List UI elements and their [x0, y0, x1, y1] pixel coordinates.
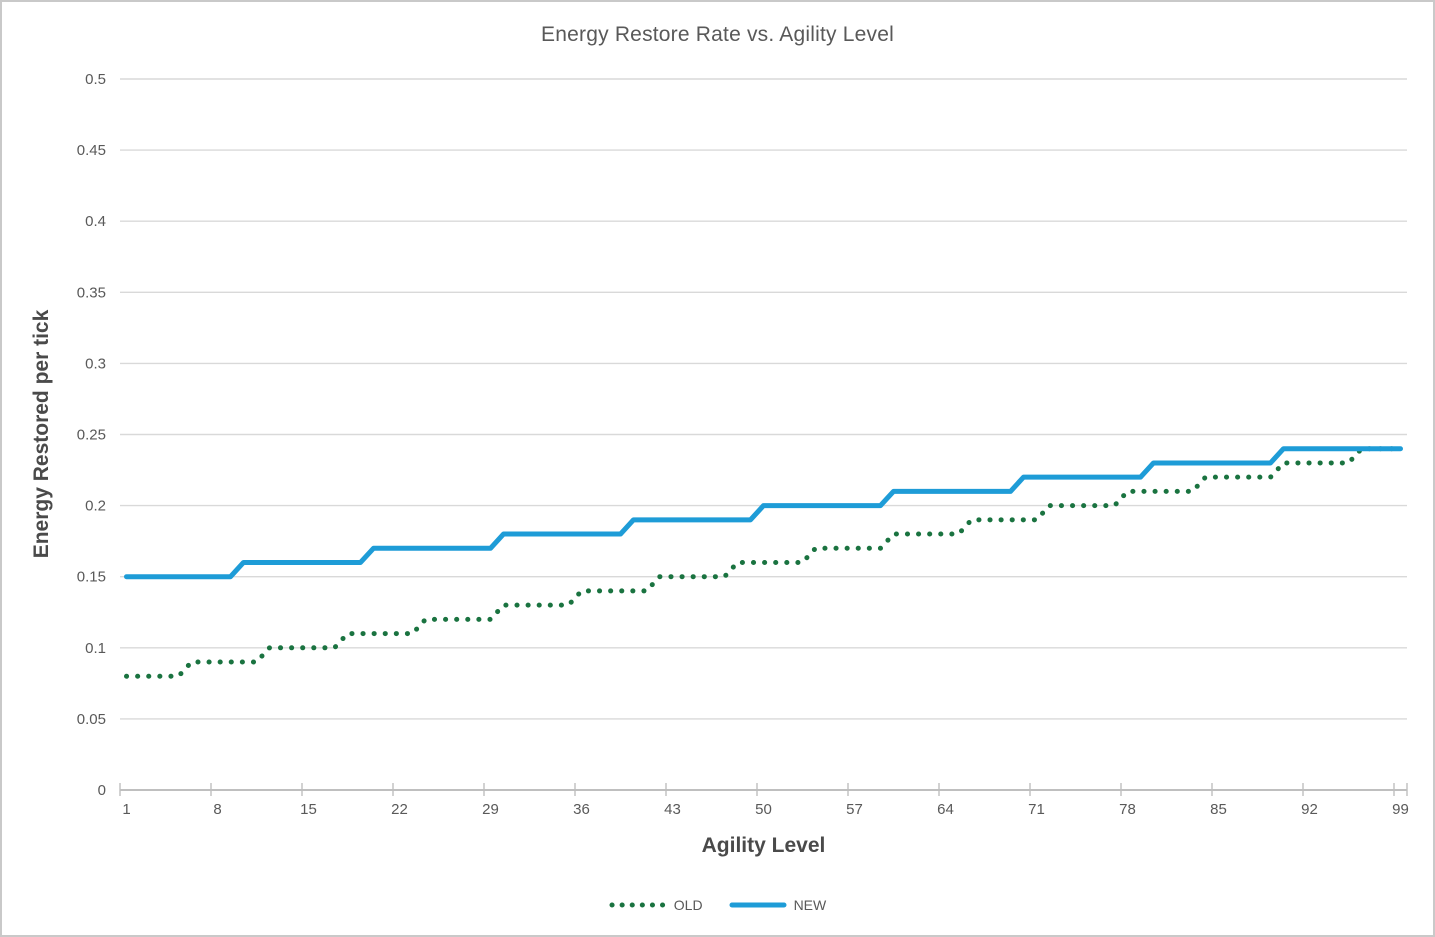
- y-tick-label: 0.05: [77, 711, 106, 728]
- y-tick-label: 0.1: [85, 640, 106, 657]
- x-tick-label: 8: [213, 801, 221, 818]
- x-tick-label: 1: [122, 801, 130, 818]
- y-tick-label: 0: [98, 782, 106, 799]
- legend: OLD NEW: [2, 897, 1433, 913]
- x-tick-label: 99: [1392, 801, 1409, 818]
- x-tick-label: 64: [937, 801, 954, 818]
- y-tick-label: 0.25: [77, 427, 106, 444]
- x-tick-label: 15: [300, 801, 317, 818]
- chart-title: Energy Restore Rate vs. Agility Level: [541, 23, 894, 46]
- y-tick-label: 0.2: [85, 498, 106, 515]
- y-tick-label: 0.4: [85, 213, 106, 230]
- series-old-line: [124, 446, 1403, 679]
- x-tick-label: 22: [391, 801, 408, 818]
- x-tick-label: 85: [1210, 801, 1227, 818]
- y-tick-label: 0.3: [85, 355, 106, 372]
- x-tick-label: 92: [1301, 801, 1318, 818]
- old-series-dotted-line-icon: [609, 902, 667, 908]
- x-tick-label: 50: [755, 801, 772, 818]
- y-tick-label: 0.15: [77, 569, 106, 586]
- legend-label-old: OLD: [673, 897, 703, 913]
- y-axis-title: Energy Restored per tick: [30, 309, 53, 559]
- legend-item-old: OLD: [609, 897, 703, 913]
- y-tick-label: 0.35: [77, 284, 106, 301]
- x-tick-label: 43: [664, 801, 681, 818]
- series-new-line: [124, 446, 1403, 580]
- x-tick-label: 29: [482, 801, 499, 818]
- x-tick-label: 71: [1028, 801, 1045, 818]
- new-series-solid-line-icon: [729, 902, 787, 908]
- x-tick-label: 78: [1119, 801, 1136, 818]
- x-axis-title: Agility Level: [701, 834, 826, 857]
- y-tick-label: 0.5: [85, 71, 106, 88]
- legend-label-new: NEW: [793, 897, 827, 913]
- y-tick-label: 0.45: [77, 142, 106, 159]
- legend-item-new: NEW: [729, 897, 827, 913]
- x-tick-label: 36: [573, 801, 590, 818]
- x-tick-label: 57: [846, 801, 863, 818]
